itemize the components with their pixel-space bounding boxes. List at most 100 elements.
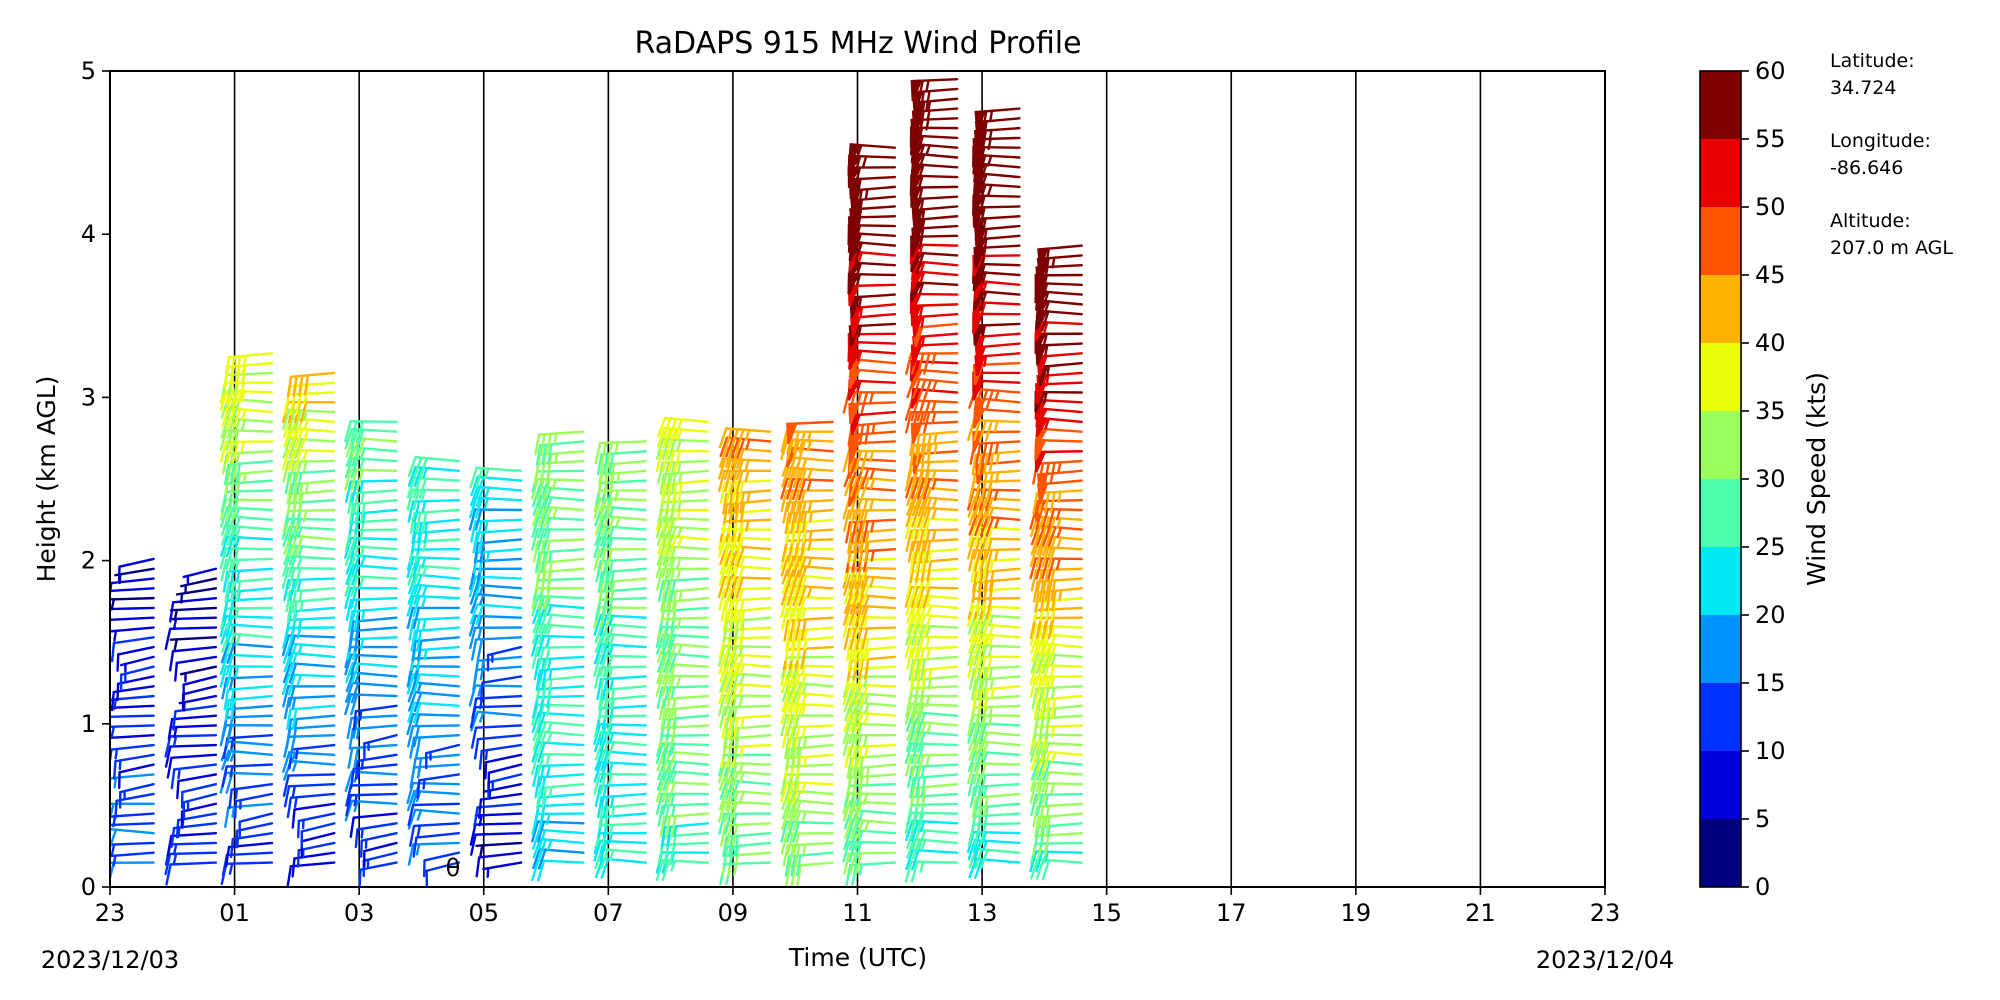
- wind-barb: [535, 440, 585, 466]
- wind-barb: [660, 479, 710, 505]
- colorbar-tick-label: 60: [1755, 57, 1786, 85]
- wind-barb: [110, 724, 155, 738]
- wind-barb: [407, 456, 461, 478]
- x-tick-label: 21: [1465, 899, 1496, 927]
- wind-barb: [116, 675, 155, 702]
- wind-barb: [282, 555, 336, 578]
- wind-barb: [656, 544, 710, 567]
- wind-barb: [176, 773, 218, 800]
- wind-barb: [169, 606, 218, 622]
- wind-barb: [786, 420, 834, 445]
- wind-barb: [286, 489, 336, 515]
- wind-barb: [842, 615, 897, 639]
- wind-barb: [345, 661, 398, 684]
- wind-barb: [348, 508, 398, 535]
- wind-barb: [422, 851, 461, 878]
- wind-barb: [594, 782, 647, 808]
- x-tick-label: 11: [842, 899, 873, 927]
- wind-barb: [845, 861, 897, 887]
- latitude-value: 34.724: [1830, 77, 1896, 99]
- wind-barb: [169, 724, 218, 739]
- wind-barb: [406, 713, 461, 736]
- wind-barb: [967, 605, 1021, 628]
- wind-barb: [281, 566, 336, 590]
- wind-barb: [116, 645, 155, 672]
- wind-barb: [973, 289, 1021, 312]
- wind-barb: [286, 792, 336, 819]
- wind-barb: [532, 763, 585, 788]
- wind-barb: [1034, 587, 1083, 613]
- wind-barb: [593, 654, 647, 677]
- wind-barb: [473, 734, 523, 760]
- wind-barb: [110, 831, 112, 835]
- longitude-label: Longitude:: [1830, 130, 1931, 152]
- wind-barb: [296, 812, 336, 839]
- x-tick-label: 19: [1341, 899, 1372, 927]
- wind-barb: [785, 626, 834, 652]
- end-date-label: 2023/12/04: [1536, 946, 1674, 974]
- wind-barb: [909, 782, 959, 809]
- wind-barb: [536, 557, 585, 584]
- wind-barb: [904, 585, 959, 609]
- wind-barb: [220, 642, 274, 664]
- wind-barb: [784, 636, 834, 662]
- wind-barb: [291, 802, 336, 829]
- wind-barb: [781, 455, 834, 479]
- wind-barb: [598, 694, 647, 721]
- wind-barb: [221, 749, 274, 771]
- wind-barb: [282, 773, 336, 797]
- wind-barb: [282, 662, 336, 684]
- wind-barb: [718, 427, 772, 450]
- wind-barb: [660, 704, 710, 731]
- wind-barb: [110, 743, 112, 747]
- wind-barb: [781, 809, 834, 832]
- wind-barb: [781, 466, 834, 489]
- wind-barb: [780, 831, 834, 855]
- wind-barbs: [110, 77, 1083, 887]
- wind-barb: [286, 596, 336, 623]
- wind-barb: [1029, 663, 1083, 687]
- longitude-value: -86.646: [1830, 157, 1903, 179]
- wind-barb: [905, 410, 959, 434]
- wind-barb: [593, 760, 647, 783]
- wind-barb: [352, 704, 398, 731]
- wind-barb: [219, 389, 274, 412]
- wind-barb: [110, 802, 112, 805]
- x-tick-label: 23: [95, 899, 126, 927]
- wind-barb: [534, 773, 585, 799]
- wind-barb: [118, 763, 155, 790]
- wind-barb: [718, 457, 772, 481]
- wind-barb: [905, 528, 959, 552]
- wind-barb: [110, 753, 112, 757]
- wind-barb: [344, 456, 398, 479]
- chart-title: RaDAPS 915 MHz Wind Profile: [634, 26, 1081, 61]
- altitude-value: 207.0 m AGL: [1830, 237, 1953, 259]
- wind-barb: [780, 584, 834, 607]
- wind-barb: [300, 822, 336, 848]
- wind-barb: [281, 673, 336, 696]
- wind-barb: [967, 525, 1021, 549]
- wind-barb: [182, 675, 218, 701]
- wind-barb: [718, 469, 772, 493]
- wind-barb: [110, 636, 155, 663]
- wind-barb: [842, 722, 897, 745]
- wind-barb: [718, 682, 772, 705]
- wind-barb: [473, 802, 523, 828]
- wind-barb: [110, 812, 112, 815]
- colorbar-tick-label: 5: [1755, 805, 1770, 833]
- wind-barb: [416, 773, 461, 800]
- x-tick-label: 13: [967, 899, 998, 927]
- wind-barb: [658, 694, 710, 720]
- wind-barb: [222, 567, 274, 593]
- wind-barb: [182, 567, 218, 585]
- wind-barb: [166, 753, 218, 779]
- wind-barb: [594, 632, 647, 655]
- wind-barb: [409, 508, 461, 534]
- wind-barb: [110, 841, 155, 856]
- wind-barb: [1030, 652, 1083, 675]
- wind-barb: [655, 674, 710, 697]
- wind-barb: [657, 416, 710, 440]
- wind-barb: [1029, 557, 1083, 580]
- y-tick-label: 2: [81, 547, 96, 575]
- wind-barb: [219, 546, 274, 570]
